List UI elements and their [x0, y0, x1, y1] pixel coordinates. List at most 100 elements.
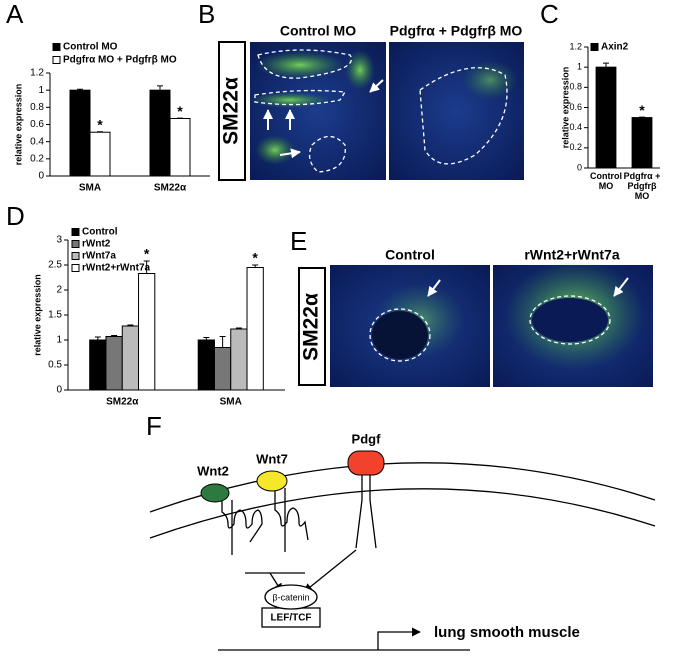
diagram-label: lung smooth muscle — [434, 624, 580, 641]
pdgf-ligand — [347, 450, 385, 476]
bar — [197, 339, 215, 391]
panel-letter: B — [198, 0, 215, 29]
lumen — [532, 298, 608, 342]
panel-letter: F — [146, 411, 162, 441]
signal — [250, 92, 330, 108]
panel-letter: D — [6, 201, 25, 231]
legend-label: Control MO — [63, 42, 118, 53]
outline — [254, 49, 353, 173]
arrow — [303, 549, 357, 593]
y-tick-label: 0.6 — [30, 119, 44, 130]
legend-swatch — [71, 264, 80, 272]
legend-swatch — [52, 56, 61, 64]
bar — [595, 66, 617, 169]
bar — [246, 267, 264, 391]
y-tick-label: 0.2 — [30, 153, 44, 164]
legend-label: rWnt2+rWnt7a — [82, 263, 151, 274]
significance-mark: * — [144, 246, 150, 262]
x-tick-label-box: Pdgfrα + Pdgfrβ MO — [623, 171, 661, 201]
bar — [105, 336, 123, 391]
error-bar — [235, 327, 242, 329]
y-tick-label: 1.5 — [48, 310, 62, 321]
panel-b: Control MO Pdgfrα + Pdgfrβ MO SM22α — [218, 23, 524, 181]
signal — [345, 50, 375, 90]
error-bar — [77, 88, 83, 91]
y-tick-label: 2 — [56, 285, 62, 296]
legend-label: rWnt7a — [82, 251, 116, 262]
outline — [419, 67, 508, 165]
signal — [255, 51, 345, 79]
x-tick-label: SMA — [220, 397, 242, 408]
error-bar — [252, 264, 259, 268]
membrane — [149, 488, 656, 539]
column-label: Control — [385, 247, 435, 263]
y-tick-label: 1 — [38, 85, 44, 96]
y-tick-label: 0.8 — [569, 82, 582, 92]
bar — [213, 347, 232, 391]
bar — [89, 131, 111, 177]
error-bar — [203, 337, 210, 340]
stain-label: SM22α — [300, 293, 323, 361]
y-tick-label: 0.6 — [569, 102, 582, 112]
panel-e: Control rWnt2+rWnt7a SM22α — [298, 247, 653, 387]
bar — [138, 273, 156, 391]
lumen — [372, 311, 428, 359]
panel-letter: E — [290, 226, 307, 256]
error-bar — [639, 116, 645, 118]
legend-swatch — [590, 43, 599, 51]
wnt7-ligand — [256, 470, 288, 492]
stain-label: SM22α — [220, 77, 243, 145]
y-tick-label: 1 — [56, 335, 62, 346]
error-bar — [157, 85, 163, 91]
y-tick-label: 0.5 — [48, 360, 62, 371]
arrow — [369, 79, 384, 93]
charts: 0 0.2 0.4 0.6 0.8 1 1.2 relative expression SMA *… — [13, 41, 661, 408]
y-tick-label: 0.8 — [30, 102, 44, 113]
error-bar — [603, 62, 609, 68]
x-tick-label: SM22α — [106, 397, 139, 408]
receptor — [355, 472, 377, 549]
signal — [462, 60, 518, 100]
diagram-label: β-catenin — [272, 592, 309, 602]
legend-label: rWnt2 — [82, 239, 111, 250]
significance-mark: * — [97, 116, 103, 132]
column-label: Pdgfrα + Pdgfrβ MO — [390, 23, 523, 39]
x-tick-label: Pdgfrα + Pdgfrβ MO — [623, 171, 661, 201]
legend-label: Pdgfrα MO + Pdgfrβ MO — [63, 55, 177, 66]
x-tick-label: SM22α — [154, 183, 187, 194]
stain-box — [298, 267, 326, 386]
bar — [121, 325, 140, 391]
significance-mark: * — [252, 250, 258, 266]
significance-mark: * — [177, 103, 183, 119]
x-tick-label-box: Control MO — [590, 171, 622, 191]
y-axis-label: relative expression — [13, 84, 23, 166]
column-label: rWnt2+rWnt7a — [524, 247, 620, 263]
y-tick-label: 0.2 — [569, 142, 582, 152]
x-tick-label: Control MO — [590, 171, 622, 191]
y-tick-label: 2.5 — [48, 260, 62, 271]
error-bar — [127, 324, 134, 326]
receptor — [221, 500, 263, 555]
legend-label: Control — [82, 227, 118, 238]
significance-mark: * — [639, 102, 645, 118]
error-bar — [219, 336, 226, 348]
bar — [230, 328, 248, 391]
diagram-label: Wnt7 — [256, 451, 288, 466]
y-tick-label: 0.4 — [569, 122, 582, 132]
arrow — [279, 148, 301, 159]
y-tick-label: 0 — [38, 171, 44, 182]
diagram-label: Wnt2 — [197, 463, 229, 478]
stain-box — [218, 41, 246, 181]
legend-swatch — [52, 43, 61, 51]
y-tick-label: 0 — [56, 385, 62, 396]
panel-letter: C — [540, 0, 559, 29]
diagram-label: LEF/TCF — [270, 613, 311, 624]
legend-label: Axin2 — [601, 42, 629, 53]
promoter-arrow — [377, 627, 421, 650]
legend-swatch — [71, 252, 80, 260]
legend-swatch — [71, 240, 80, 248]
signal — [255, 135, 295, 165]
bar — [89, 339, 107, 391]
legend-swatch — [71, 228, 80, 236]
